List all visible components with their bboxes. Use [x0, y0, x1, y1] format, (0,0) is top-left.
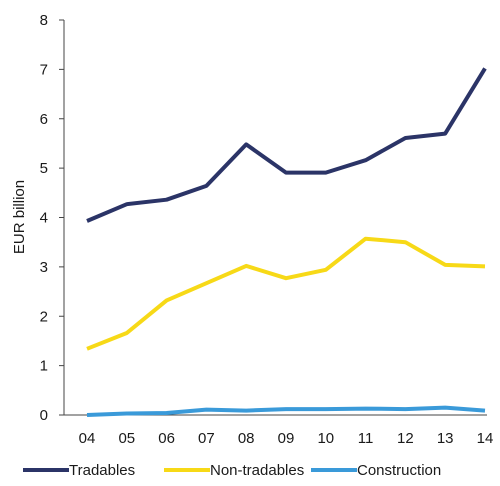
y-tick-label: 0 [40, 407, 48, 424]
x-tick-label: 14 [477, 430, 494, 447]
y-tick-label: 1 [40, 358, 48, 375]
x-axis-ticks: 04 05 06 07 08 09 10 11 12 13 14 [79, 430, 494, 447]
x-tick-label: 13 [437, 430, 454, 447]
x-tick-label: 11 [358, 430, 374, 447]
y-axis-ticks: 0 1 2 3 4 5 6 7 8 [40, 12, 64, 424]
y-tick-label: 5 [40, 160, 48, 177]
legend: Tradables Non-tradables Construction [23, 462, 441, 479]
x-tick-label: 05 [118, 430, 135, 447]
y-tick-label: 7 [40, 61, 48, 78]
series-line-construction [86, 405, 486, 417]
legend-label-non-tradables: Non-tradables [210, 462, 304, 479]
series-line-tradables [86, 67, 487, 223]
y-axis-label: EUR billion [11, 180, 28, 254]
y-tick-label: 3 [40, 259, 48, 276]
y-tick-label: 8 [40, 12, 48, 29]
series-line-non-tradables [86, 236, 486, 351]
legend-label-tradables: Tradables [69, 462, 135, 479]
y-tick-label: 2 [40, 308, 48, 325]
y-tick-label: 4 [40, 210, 48, 227]
x-tick-label: 10 [317, 430, 334, 447]
series-lines [86, 67, 487, 417]
legend-label-construction: Construction [357, 462, 441, 479]
x-tick-label: 09 [278, 430, 295, 447]
y-tick-label: 6 [40, 111, 48, 128]
x-tick-label: 06 [158, 430, 175, 447]
x-tick-label: 12 [397, 430, 414, 447]
x-tick-label: 08 [238, 430, 255, 447]
x-tick-label: 04 [79, 430, 96, 447]
x-tick-label: 07 [198, 430, 215, 447]
